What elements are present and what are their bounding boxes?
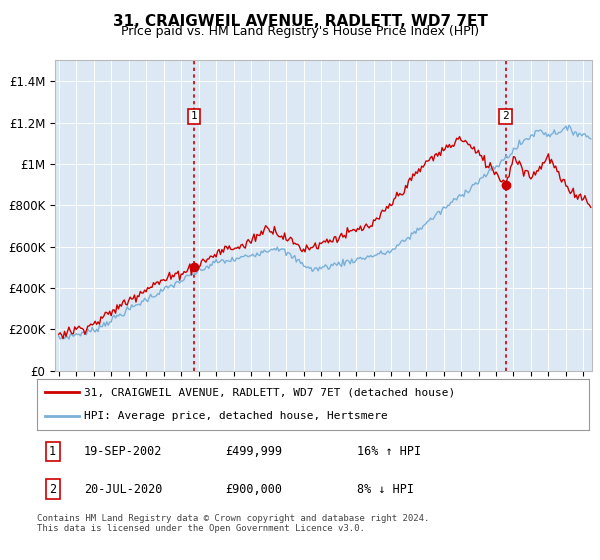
Text: 8% ↓ HPI: 8% ↓ HPI (358, 483, 415, 496)
Text: Contains HM Land Registry data © Crown copyright and database right 2024.
This d: Contains HM Land Registry data © Crown c… (37, 514, 430, 534)
Text: 31, CRAIGWEIL AVENUE, RADLETT, WD7 7ET (detached house): 31, CRAIGWEIL AVENUE, RADLETT, WD7 7ET (… (84, 388, 455, 398)
Text: 2: 2 (49, 483, 56, 496)
Text: 2: 2 (502, 111, 509, 122)
Text: £499,999: £499,999 (225, 445, 282, 458)
Text: 1: 1 (190, 111, 197, 122)
Text: 31, CRAIGWEIL AVENUE, RADLETT, WD7 7ET: 31, CRAIGWEIL AVENUE, RADLETT, WD7 7ET (113, 14, 487, 29)
Text: 20-JUL-2020: 20-JUL-2020 (84, 483, 163, 496)
Text: 1: 1 (49, 445, 56, 458)
Text: 19-SEP-2002: 19-SEP-2002 (84, 445, 163, 458)
Text: 16% ↑ HPI: 16% ↑ HPI (358, 445, 421, 458)
Text: £900,000: £900,000 (225, 483, 282, 496)
Text: HPI: Average price, detached house, Hertsmere: HPI: Average price, detached house, Hert… (84, 411, 388, 421)
Text: Price paid vs. HM Land Registry's House Price Index (HPI): Price paid vs. HM Land Registry's House … (121, 25, 479, 38)
